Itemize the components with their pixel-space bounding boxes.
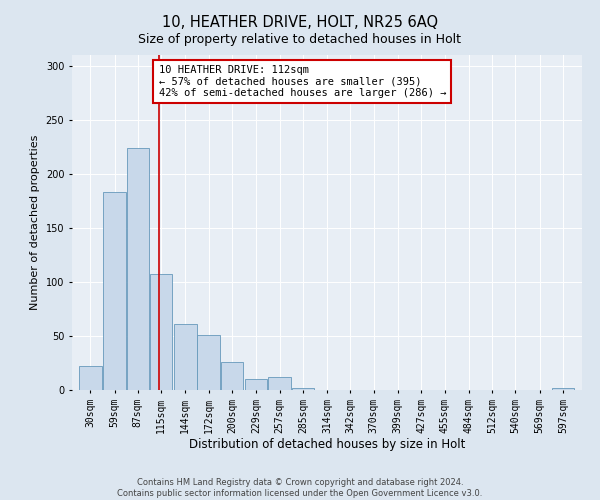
Bar [245,379,268,390]
Bar [551,388,574,390]
Text: 10 HEATHER DRIVE: 112sqm
← 57% of detached houses are smaller (395)
42% of semi-: 10 HEATHER DRIVE: 112sqm ← 57% of detach… [158,65,446,98]
Bar [268,377,291,390]
Bar [174,324,197,390]
Bar [103,192,126,390]
Bar [221,362,243,390]
Text: 10, HEATHER DRIVE, HOLT, NR25 6AQ: 10, HEATHER DRIVE, HOLT, NR25 6AQ [162,15,438,30]
Y-axis label: Number of detached properties: Number of detached properties [30,135,40,310]
Bar [127,148,149,390]
X-axis label: Distribution of detached houses by size in Holt: Distribution of detached houses by size … [189,438,465,452]
Bar [150,274,172,390]
Bar [197,335,220,390]
Bar [292,388,314,390]
Text: Size of property relative to detached houses in Holt: Size of property relative to detached ho… [139,32,461,46]
Bar [79,366,101,390]
Text: Contains HM Land Registry data © Crown copyright and database right 2024.
Contai: Contains HM Land Registry data © Crown c… [118,478,482,498]
